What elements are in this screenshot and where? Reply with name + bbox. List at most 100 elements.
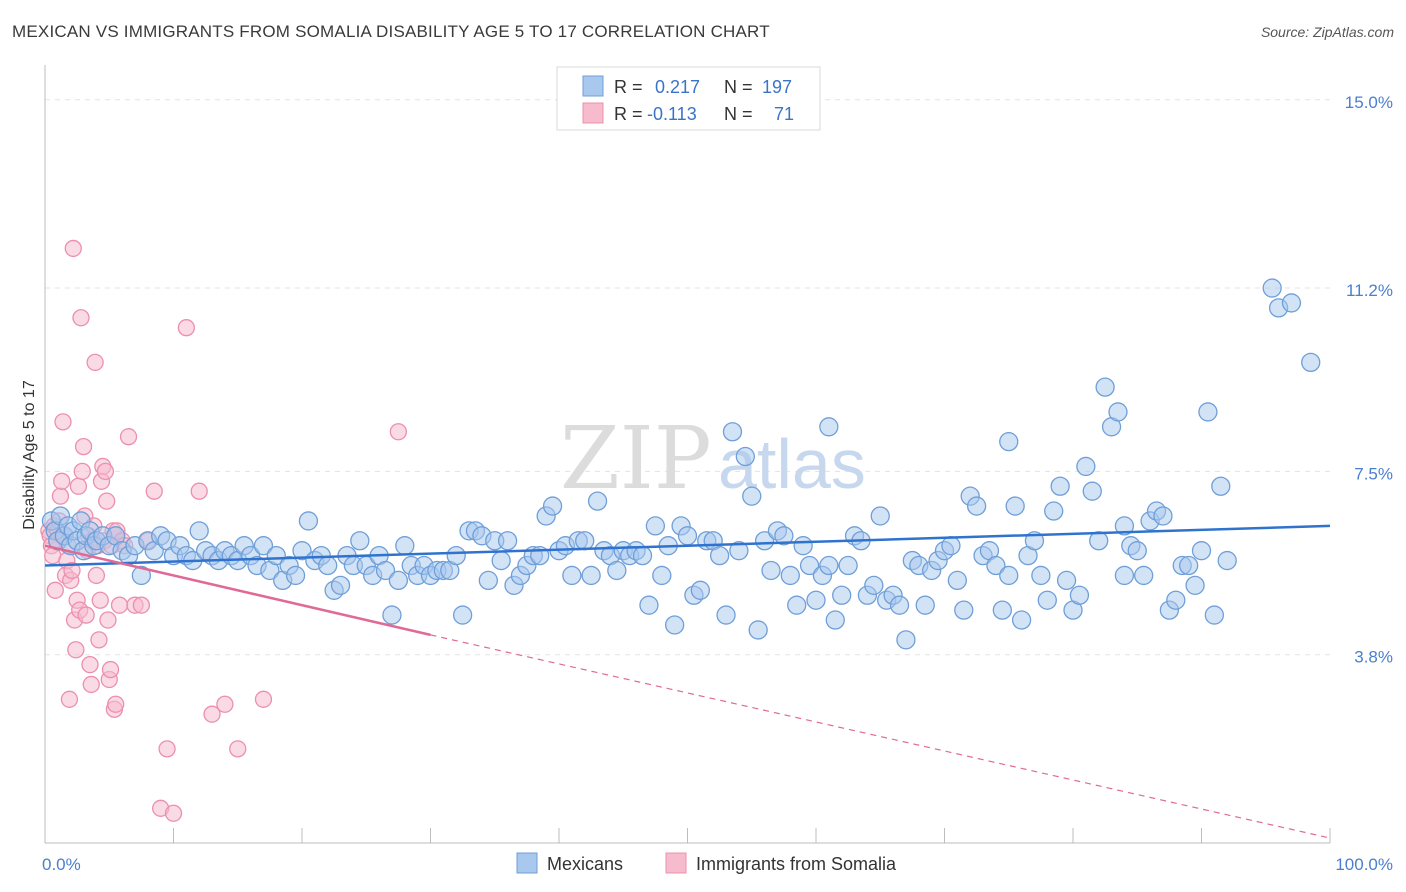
mexicans-point [1089, 531, 1109, 551]
mexicans-point [889, 595, 910, 615]
somalia-point [73, 462, 91, 481]
mexicans-point [677, 526, 698, 546]
mexicans-point [1095, 377, 1115, 397]
legend-r-value-mexicans: 0.217 [655, 77, 700, 97]
mexicans-point [999, 432, 1019, 452]
mexicans-point [754, 531, 775, 551]
mexicans-point [832, 585, 852, 605]
mexicans-point [375, 560, 396, 581]
legend-swatch-somalia [582, 102, 604, 124]
mexicans-point [1198, 402, 1218, 422]
axes [44, 65, 1331, 844]
somalia-point [99, 611, 117, 629]
mexicans-point [350, 531, 370, 551]
somalia-point [82, 675, 100, 694]
somalia-trend-line [44, 544, 431, 637]
bottom-legend-label-somalia: Immigrants from Somalia [696, 854, 897, 874]
mexicans-point [1005, 496, 1025, 516]
mexicans-point [632, 545, 653, 566]
somalia-point [54, 413, 72, 431]
mexicans-point [999, 565, 1019, 586]
mexicans-point [1281, 293, 1302, 313]
mexicans-point [581, 565, 601, 586]
mexicans-point [1076, 456, 1096, 477]
mexicans-point [478, 570, 498, 591]
somalia-point [145, 482, 163, 500]
mexicans-point [825, 610, 845, 630]
mexicans-point [1069, 585, 1090, 605]
mexicans-point [780, 565, 800, 586]
mexicans-trend-line [44, 524, 1331, 567]
somalia-point [164, 804, 183, 822]
mexicans-point [1301, 352, 1321, 373]
mexicans-point [947, 570, 967, 591]
mexicans-point [562, 565, 582, 586]
mexicans-point [587, 491, 608, 511]
series-mexicans-points [41, 278, 1321, 650]
mexicans-point [1185, 575, 1205, 595]
somalia-point [90, 631, 108, 649]
chart-title: MEXICAN VS IMMIGRANTS FROM SOMALIA DISAB… [12, 22, 770, 41]
legend: R = 0.217 N = 197 R = -0.113 N = 71 [556, 66, 821, 131]
somalia-point [81, 655, 99, 674]
mexicans-point [1108, 402, 1128, 422]
mexicans-point [729, 541, 749, 561]
mexicans-point [639, 595, 659, 615]
somalia-point [216, 695, 234, 713]
somalia-point [46, 581, 64, 599]
mexicans-point [742, 486, 762, 506]
y-tick-label: 15.0% [1345, 93, 1393, 112]
mexicans-point [1166, 590, 1186, 610]
mexicans-point [806, 590, 826, 610]
mexicans-point [607, 560, 627, 581]
mexicans-point [799, 555, 820, 576]
mexicans-point [1082, 481, 1102, 501]
mexicans-point [870, 506, 890, 526]
somalia-point [91, 591, 109, 609]
mexicans-point [722, 422, 743, 442]
somalia-point [177, 319, 196, 337]
mexicans-point [491, 550, 511, 571]
somalia-point [132, 596, 151, 614]
somalia-point [229, 740, 247, 758]
mexicans-point [941, 536, 961, 556]
trend-lines [44, 524, 1331, 839]
mexicans-point [1204, 605, 1224, 625]
mexicans-point [761, 560, 781, 581]
mexicans-point [915, 595, 935, 615]
mexicans-point [266, 545, 286, 566]
mexicans-point [298, 511, 319, 531]
somalia-point [51, 487, 70, 505]
mexicans-point [497, 531, 518, 551]
legend-n-label-somalia: N = [724, 104, 753, 124]
y-tick-label: 11.2% [1346, 281, 1393, 300]
mexicans-point [966, 496, 987, 516]
somalia-point [67, 641, 85, 659]
somalia-point [101, 660, 120, 679]
mexicans-point [1050, 476, 1070, 496]
somalia-point [107, 695, 125, 713]
somalia-point [96, 462, 115, 481]
watermark: ZIP atlas [560, 409, 866, 509]
mexicans-point [1011, 610, 1032, 630]
mexicans-point [253, 536, 274, 556]
mexicans-point [452, 605, 473, 625]
mexicans-point [1031, 565, 1051, 586]
mexicans-point [716, 605, 736, 625]
mexicans-point [285, 565, 306, 586]
mexicans-point [318, 555, 338, 576]
mexicans-point [189, 521, 209, 541]
legend-r-label-somalia: R = [614, 104, 643, 124]
mexicans-point [1114, 516, 1135, 536]
somalia-trend-line-dashed [430, 634, 1331, 839]
bottom-legend-swatch-mexicans [516, 852, 538, 874]
mexicans-point [709, 545, 730, 566]
somalia-point [72, 309, 90, 327]
legend-swatch-mexicans [582, 75, 604, 97]
chart-source: Source: ZipAtlas.com [1260, 24, 1394, 40]
somalia-point [254, 690, 273, 708]
mexicans-point [330, 575, 351, 595]
somalia-point [389, 423, 408, 441]
mexicans-point [735, 446, 755, 467]
legend-n-label-mexicans: N = [724, 77, 753, 97]
